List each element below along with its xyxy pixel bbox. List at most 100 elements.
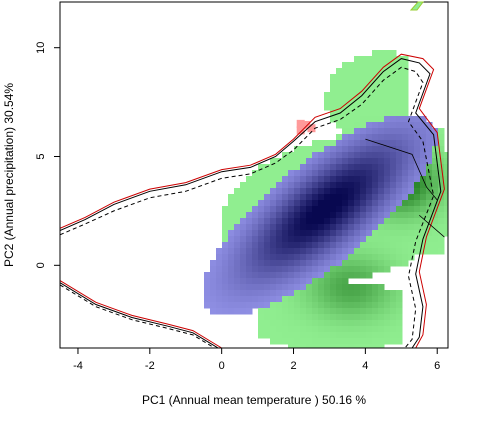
density-cell: [426, 248, 433, 255]
density-cell: [396, 92, 403, 99]
density-cell: [264, 212, 271, 219]
density-cell: [330, 92, 337, 99]
density-cell: [342, 260, 349, 267]
density-cell: [414, 164, 421, 171]
density-cell: [216, 284, 223, 291]
density-cell: [360, 308, 367, 315]
density-cell: [324, 140, 331, 147]
density-cell: [354, 80, 361, 87]
density-cell: [294, 200, 301, 207]
density-cell: [294, 158, 301, 165]
density-cell: [360, 302, 367, 309]
density-cell: [354, 68, 361, 75]
density-cell: [252, 290, 259, 297]
density-cell: [360, 224, 367, 231]
density-cell: [378, 290, 385, 297]
density-cell: [378, 158, 385, 165]
density-cell: [348, 308, 355, 315]
density-cell: [246, 254, 253, 261]
density-cell: [402, 158, 409, 165]
density-cell: [354, 110, 361, 117]
density-cell: [414, 128, 421, 135]
density-cell: [336, 326, 343, 333]
density-cell: [336, 224, 343, 231]
density-cell: [408, 248, 415, 255]
density-cell: [366, 338, 373, 345]
density-cell: [372, 206, 379, 213]
density-cell: [384, 296, 391, 303]
density-cell: [252, 236, 259, 243]
density-cell: [240, 206, 247, 213]
density-cell: [360, 110, 367, 117]
density-cell: [270, 230, 277, 237]
density-cell: [252, 242, 259, 249]
density-cell: [366, 296, 373, 303]
density-cell: [402, 260, 409, 267]
density-cell: [402, 236, 409, 243]
density-cell: [408, 146, 415, 153]
density-cell: [432, 170, 439, 177]
density-cell: [306, 212, 313, 219]
density-cell: [330, 194, 337, 201]
density-cell: [342, 80, 349, 87]
density-cell: [438, 242, 445, 249]
density-cell: [420, 194, 427, 201]
density-cell: [390, 212, 397, 219]
density-cell: [294, 344, 301, 348]
density-cell: [354, 308, 361, 315]
density-cell: [432, 134, 439, 141]
density-cell: [330, 104, 337, 111]
density-cell: [294, 266, 301, 273]
density-cell: [276, 290, 283, 297]
density-cell: [348, 332, 355, 339]
density-cell: [306, 218, 313, 225]
density-cell: [372, 158, 379, 165]
density-cell: [378, 56, 385, 63]
density-cell: [282, 212, 289, 219]
density-cell: [402, 182, 409, 189]
density-cell: [246, 272, 253, 279]
density-cell: [324, 218, 331, 225]
density-cell: [276, 236, 283, 243]
density-cell: [330, 296, 337, 303]
density-cell: [366, 68, 373, 75]
density-cell: [366, 272, 373, 279]
density-cell: [390, 80, 397, 87]
density-cell: [348, 326, 355, 333]
density-cell: [300, 326, 307, 333]
density-cell: [402, 188, 409, 195]
x-tick-label: 4: [362, 360, 368, 372]
density-cell: [384, 110, 391, 117]
density-cell: [324, 278, 331, 285]
density-cell: [372, 320, 379, 327]
density-cell: [360, 188, 367, 195]
density-cell: [324, 236, 331, 243]
density-cell: [300, 272, 307, 279]
density-cell: [276, 272, 283, 279]
density-cell: [222, 302, 229, 309]
density-cell: [258, 212, 265, 219]
density-cell: [396, 80, 403, 87]
density-cell: [270, 272, 277, 279]
density-cell: [390, 152, 397, 159]
density-cell: [360, 290, 367, 297]
density-cell: [288, 332, 295, 339]
density-cell: [276, 338, 283, 345]
density-cell: [258, 230, 265, 237]
density-cell: [312, 188, 319, 195]
density-cell: [390, 68, 397, 75]
density-cell: [378, 224, 385, 231]
density-cell: [402, 248, 409, 255]
contour-black-solid-2: [60, 58, 442, 348]
density-cell: [264, 260, 271, 267]
density-cell: [294, 326, 301, 333]
density-cell: [234, 224, 241, 231]
density-cell: [252, 194, 259, 201]
density-cell: [270, 224, 277, 231]
density-cell: [384, 152, 391, 159]
density-cell: [228, 224, 235, 231]
density-cell: [372, 56, 379, 63]
density-cell: [294, 278, 301, 285]
density-cell: [264, 296, 271, 303]
density-cell: [288, 182, 295, 189]
